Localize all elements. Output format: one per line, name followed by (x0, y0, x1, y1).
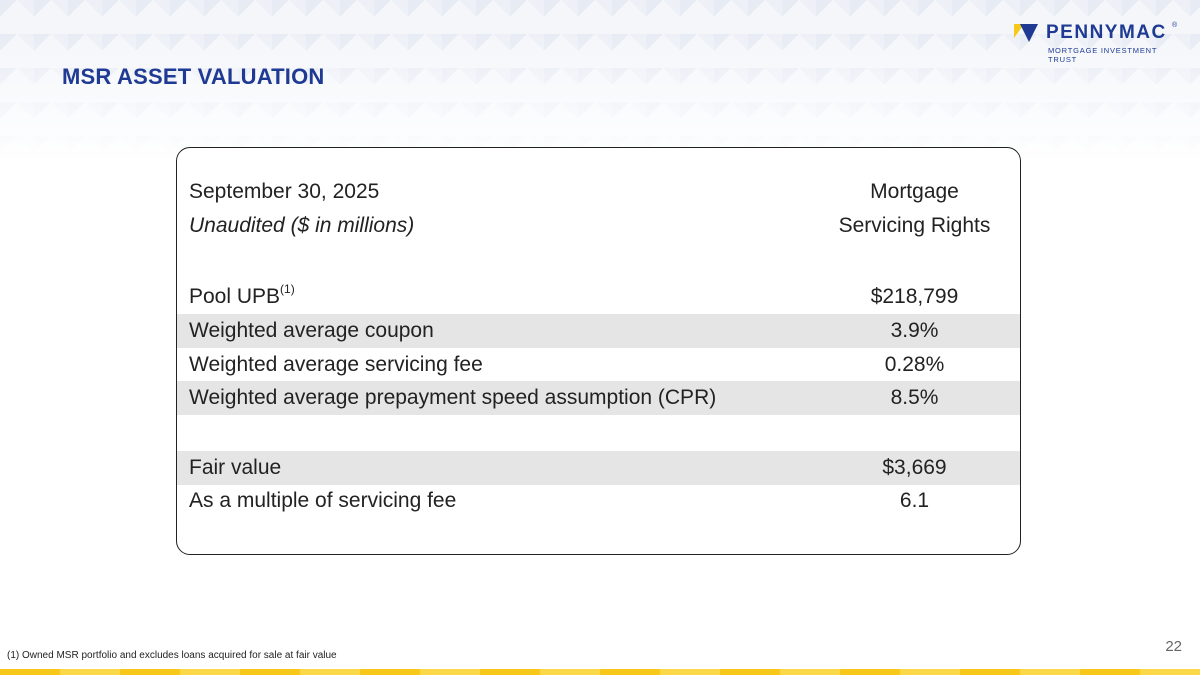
table-row: Weighted average coupon 3.9% (177, 314, 1020, 348)
pennymac-logo-mark-icon (1014, 24, 1038, 42)
row-value: 8.5% (890, 386, 939, 409)
table-row: Fair value $3,669 (177, 451, 1020, 485)
row-value: 3.9% (890, 319, 939, 342)
column-header-line1: Mortgage (870, 180, 959, 203)
row-value: 0.28% (884, 353, 945, 376)
table-subheader-row: Unaudited ($ in millions) Servicing Righ… (177, 209, 1020, 243)
footnote: (1) Owned MSR portfolio and excludes loa… (7, 650, 337, 661)
row-label: Pool UPB(1) (189, 282, 295, 308)
row-value: $3,669 (882, 456, 947, 479)
row-label: Weighted average coupon (189, 319, 434, 342)
page-title: MSR ASSET VALUATION (62, 64, 325, 89)
table-row: Weighted average servicing fee 0.28% (177, 348, 1020, 382)
bottom-accent-bar (0, 669, 1200, 675)
row-label: As a multiple of servicing fee (189, 489, 457, 512)
page-number: 22 (1165, 638, 1182, 655)
row-label: Fair value (189, 456, 282, 479)
footnote-marker: (1) (280, 282, 295, 296)
table-row: As a multiple of servicing fee 6.1 (177, 484, 1020, 518)
row-value: $218,799 (870, 285, 959, 308)
logo-registered-mark: ® (1172, 22, 1178, 29)
logo-tagline: MORTGAGE INVESTMENT TRUST (1048, 46, 1158, 64)
row-value: 6.1 (899, 489, 930, 512)
table-header-row: September 30, 2025 Mortgage (177, 175, 1020, 209)
row-label: Weighted average servicing fee (189, 353, 483, 376)
logo-wordmark: PENNYMAC (1046, 22, 1167, 43)
units-note: Unaudited ($ in millions) (189, 214, 415, 237)
table-row: Weighted average prepayment speed assump… (177, 381, 1020, 415)
pennymac-logo: PENNYMAC ® MORTGAGE INVESTMENT TRUST (1014, 22, 1184, 64)
header-background-pattern (0, 0, 1200, 165)
table-row: Pool UPB(1) $218,799 (177, 280, 1020, 314)
row-label: Weighted average prepayment speed assump… (189, 386, 717, 409)
column-header-line2: Servicing Rights (838, 214, 991, 237)
as-of-date: September 30, 2025 (189, 180, 380, 203)
msr-valuation-table: September 30, 2025 Mortgage Unaudited ($… (176, 147, 1021, 555)
